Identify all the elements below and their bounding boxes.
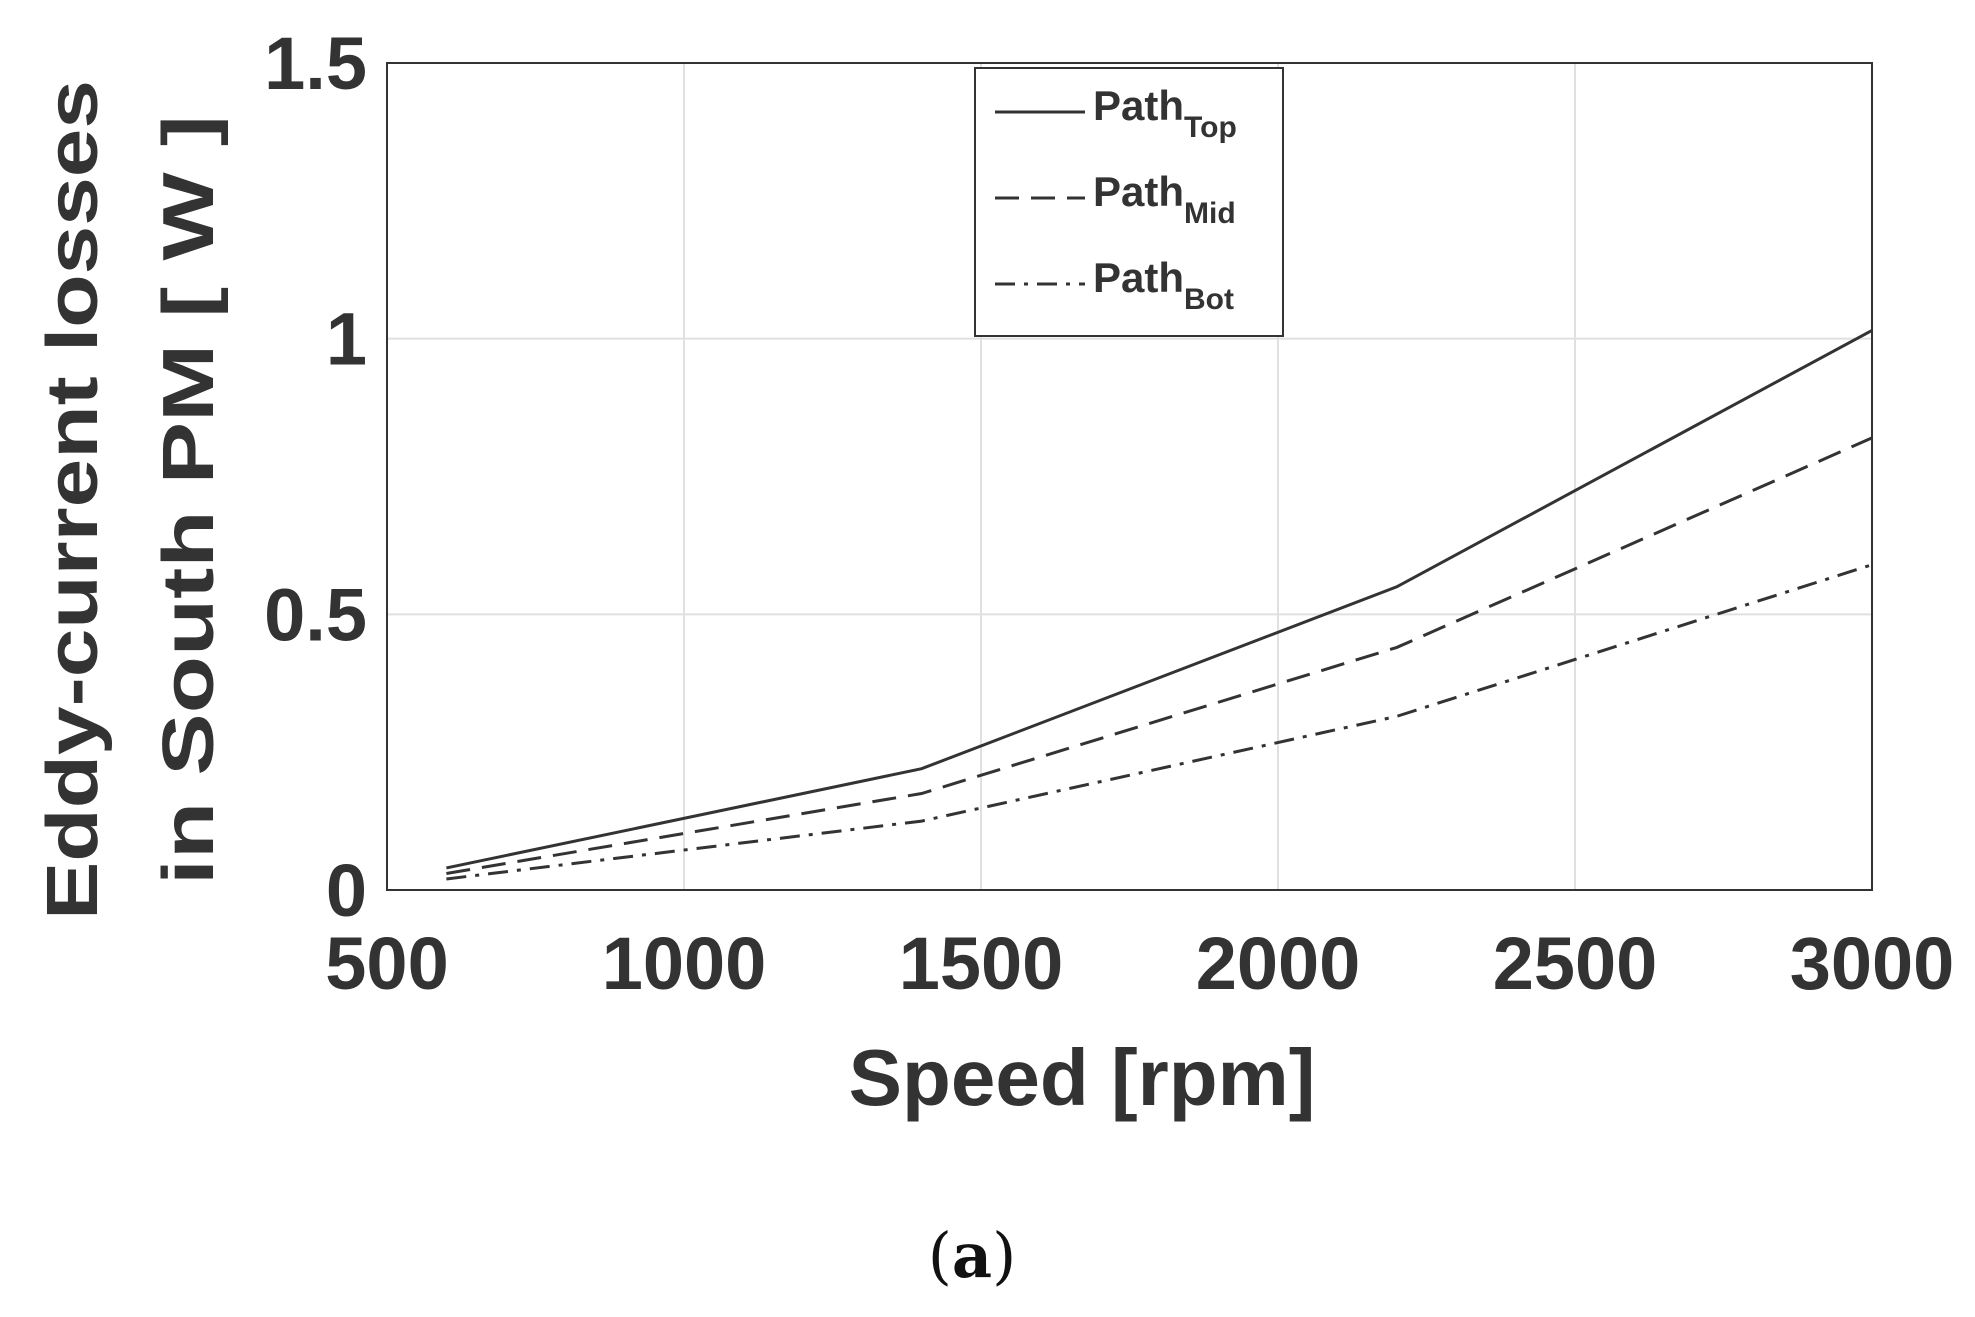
- legend-label-bot: PathBot: [1093, 254, 1234, 316]
- legend-box: [974, 67, 1284, 337]
- x-tick-labels: 500 1000 1500 2000 2500 3000: [325, 922, 1954, 1005]
- y-axis-title: Eddy-current losses in South PM [ W ]: [33, 80, 229, 920]
- y-tick-label: 1.5: [264, 22, 367, 105]
- y-tick-labels: 0 0.5 1 1.5: [264, 22, 367, 932]
- figure-caption: (a): [928, 1219, 1017, 1292]
- y-tick-label: 1: [326, 298, 367, 381]
- series-line-top: [446, 329, 1873, 870]
- x-tick-label: 500: [325, 922, 448, 1005]
- x-tick-label: 2500: [1493, 922, 1658, 1005]
- series-lines: [446, 329, 1873, 881]
- legend: PathTop PathMid PathBot: [974, 67, 1284, 337]
- x-axis-title: Speed [rpm]: [849, 1033, 1316, 1122]
- x-tick-label: 1500: [899, 922, 1064, 1005]
- x-tick-label: 1000: [602, 922, 767, 1005]
- y-axis-title-line-2: in South PM [ W ]: [149, 115, 229, 885]
- caption-open-paren: (: [928, 1219, 952, 1292]
- caption-close-paren: ): [992, 1219, 1016, 1292]
- caption-label: a: [952, 1219, 992, 1292]
- series-line-bot: [446, 563, 1873, 881]
- legend-label-mid: PathMid: [1093, 168, 1236, 230]
- legend-label-top: PathTop: [1093, 82, 1237, 144]
- y-axis-title-line-1: Eddy-current losses: [33, 80, 113, 920]
- x-tick-label: 3000: [1790, 922, 1955, 1005]
- series-line-mid: [446, 436, 1873, 875]
- plot-area-frame: [386, 62, 1873, 891]
- y-tick-label: 0: [326, 849, 367, 932]
- x-tick-label: 2000: [1196, 922, 1361, 1005]
- y-tick-label: 0.5: [264, 573, 367, 656]
